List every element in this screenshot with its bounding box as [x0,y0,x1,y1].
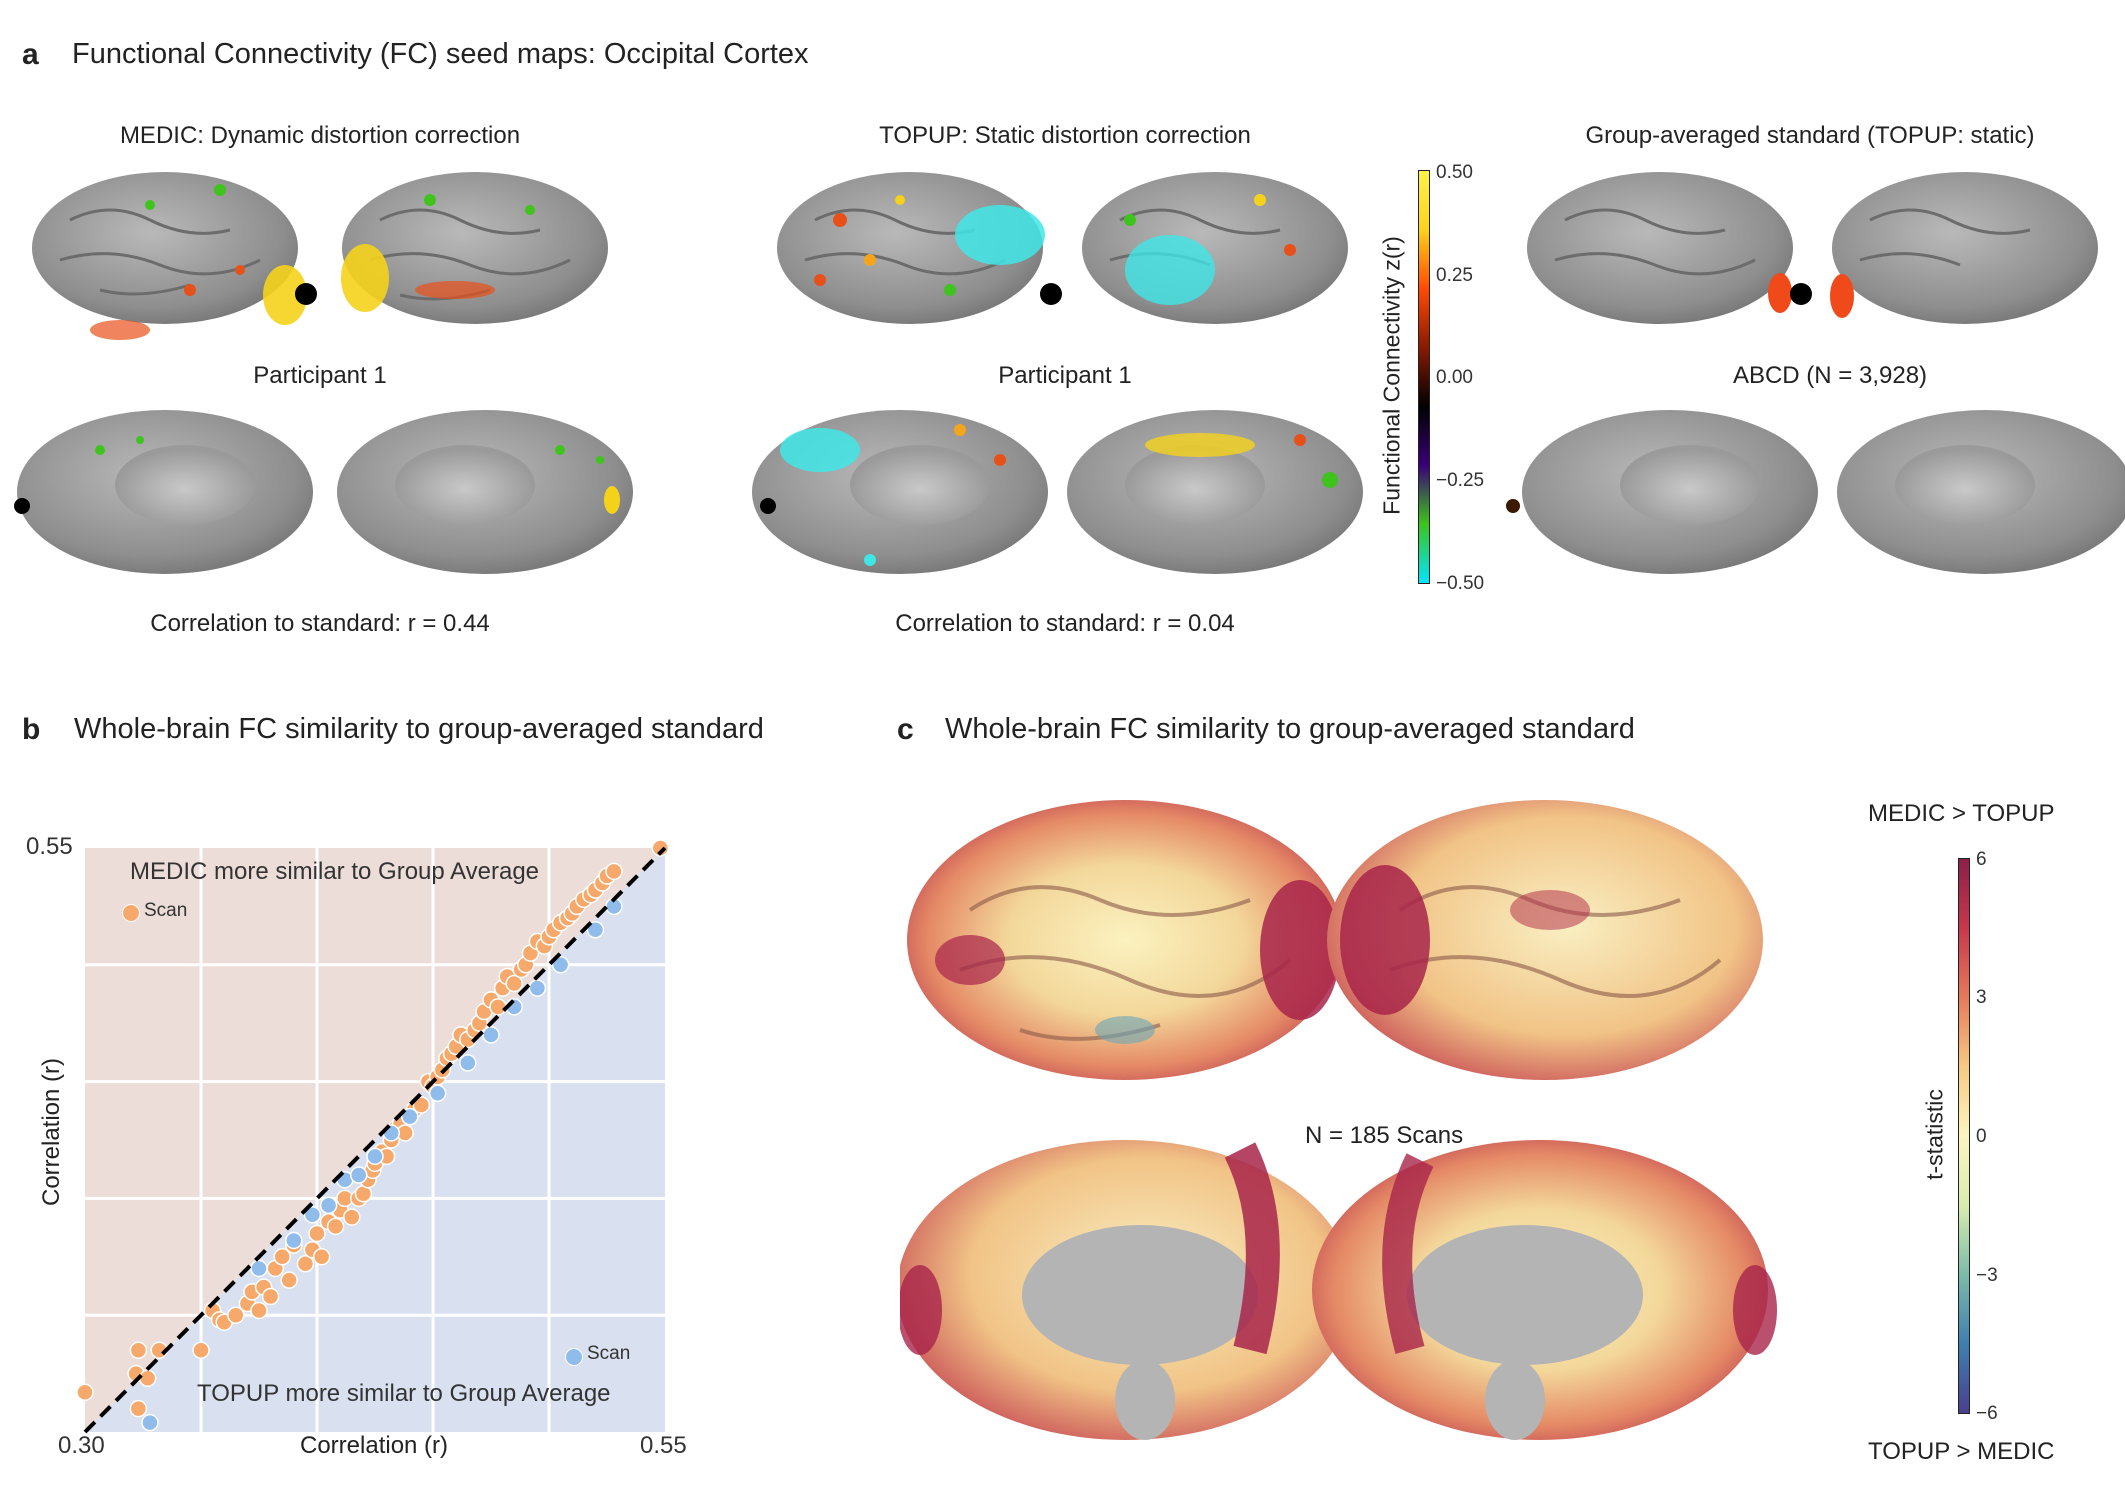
scatter-point [280,1271,298,1289]
tstat-lateral-left-brain [907,800,1343,1080]
fc-colorbar-tick: −0.25 [1436,470,1485,491]
panel-a-title: Functional Connectivity (FC) seed maps: … [72,38,809,70]
panel-b-letter: b [22,713,41,746]
scatter-point [192,1341,210,1359]
similarity-scatter-plot [76,839,670,1434]
tstat-colorbar [1958,858,1970,1414]
tstat-colorbar-tick: −6 [1976,1403,1998,1424]
topup-medial-right-brain [1067,410,1363,574]
topup-medial-left-brain [752,410,1048,574]
standard-medial-right-brain [1837,410,2125,574]
topup-map-title: TOPUP: Static distortion correction [879,122,1251,149]
scatter-point [586,921,605,939]
scatter-point [285,1231,303,1250]
scatter-point [605,862,623,881]
tstat-colorbar-tick: 0 [1976,1126,1987,1147]
tstat-colorbar-tick: 6 [1976,849,1987,870]
tstat-colorbar-tick: 3 [1976,987,1987,1008]
scatter-ylabel: Correlation (r) [38,1057,65,1207]
scatter-point [401,1107,419,1126]
scatter-point [303,1206,322,1224]
fc-colorbar-tick: 0.00 [1436,367,1473,388]
scatter-point [129,1341,148,1359]
panel-b-title: Whole-brain FC similarity to group-avera… [74,713,764,745]
medic-map-title: MEDIC: Dynamic distortion correction [119,122,521,149]
topup-legend-label: Scan [587,1343,631,1364]
tstat-colorbar-label: t-statistic [1921,1089,1948,1180]
tstat-lateral-right-brain [1327,800,1763,1080]
medic-lateral-right-brain [341,172,608,324]
scatter-point [129,1399,148,1418]
scatter-point [428,1084,447,1103]
fc-colorbar-tick: −0.50 [1436,573,1485,594]
scan-count-label: N = 185 Scans [1305,1122,1464,1149]
topup-region-label: TOPUP more similar to Group Average [197,1380,611,1407]
standard-lateral-right-brain [1830,172,2098,324]
fc-colorbar-label: Functional Connectivity z(r) [1378,236,1405,515]
scatter-point [76,1383,94,1402]
scatter-point [482,1026,500,1044]
scatter-point [350,1166,368,1184]
scatter-point [250,1301,268,1320]
standard-map-title: Group-averaged standard (TOPUP: static) [1585,122,2035,149]
medic-medial-left-brain [17,410,313,574]
scatter-point [412,1096,431,1114]
medic-region-label: MEDIC more similar to Group Average [130,858,540,885]
fc-colorbar-tick: 0.50 [1436,162,1473,183]
fc-colorbar [1418,170,1430,584]
scatter-point [551,956,570,974]
scatter-point [319,1196,338,1215]
topup-lateral-right-brain [1082,172,1348,324]
topup-participant-label: Participant 1 [998,362,1132,389]
scatter-point [261,1287,280,1306]
panel-a-brain-maps [14,172,2125,574]
scatter-point [489,998,507,1016]
topup-correlation-caption: Correlation to standard: r = 0.04 [895,610,1235,637]
scatter-point [343,1208,361,1226]
scatter-ytick-top: 0.55 [26,833,73,860]
tstat-medial-left-brain [900,1140,1353,1440]
medic-gt-topup-label: MEDIC > TOPUP [1868,800,2055,827]
scatter-point [505,974,523,993]
medic-legend-marker [122,904,140,922]
panel-c-title: Whole-brain FC similarity to group-avera… [945,713,1635,745]
topup-legend-marker [565,1348,583,1366]
standard-cohort-label: ABCD (N = 3,928) [1732,362,1928,389]
topup-gt-medic-label: TOPUP > MEDIC [1868,1438,2055,1465]
standard-lateral-left-brain [1527,172,1793,324]
scatter-point [308,1224,326,1243]
scatter-point [459,1054,477,1072]
medic-participant-label: Participant 1 [253,362,387,389]
scatter-point [528,979,547,997]
scatter-point [312,1248,331,1266]
panel-a-letter: a [22,38,39,71]
medic-medial-right-brain [337,410,633,574]
t-statistic-brain-maps [900,800,1777,1440]
medic-lateral-left-brain [32,172,307,340]
scatter-point [273,1248,291,1266]
standard-medial-left-brain [1522,410,1818,574]
medic-correlation-caption: Correlation to standard: r = 0.44 [150,610,490,637]
scatter-point [227,1306,245,1324]
scatter-point [651,839,670,857]
fc-colorbar-tick: 0.25 [1436,265,1473,286]
tstat-medial-right-brain [1312,1140,1777,1440]
scatter-xtick-left: 0.30 [58,1432,105,1459]
tstat-colorbar-tick: −3 [1976,1265,1998,1286]
identity-line [83,846,667,1434]
scatter-xtick-right: 0.55 [640,1432,687,1459]
panel-c-letter: c [897,713,914,746]
scatter-point [296,1255,315,1273]
scatter-point [138,1369,157,1388]
scatter-point [141,1413,159,1432]
topup-lateral-left-brain [777,172,1045,324]
scatter-point [366,1147,384,1166]
scatter-point [250,1259,268,1278]
scatter-point [326,1217,345,1236]
medic-legend-label: Scan [144,900,188,921]
scatter-xlabel: Correlation (r) [300,1432,449,1459]
